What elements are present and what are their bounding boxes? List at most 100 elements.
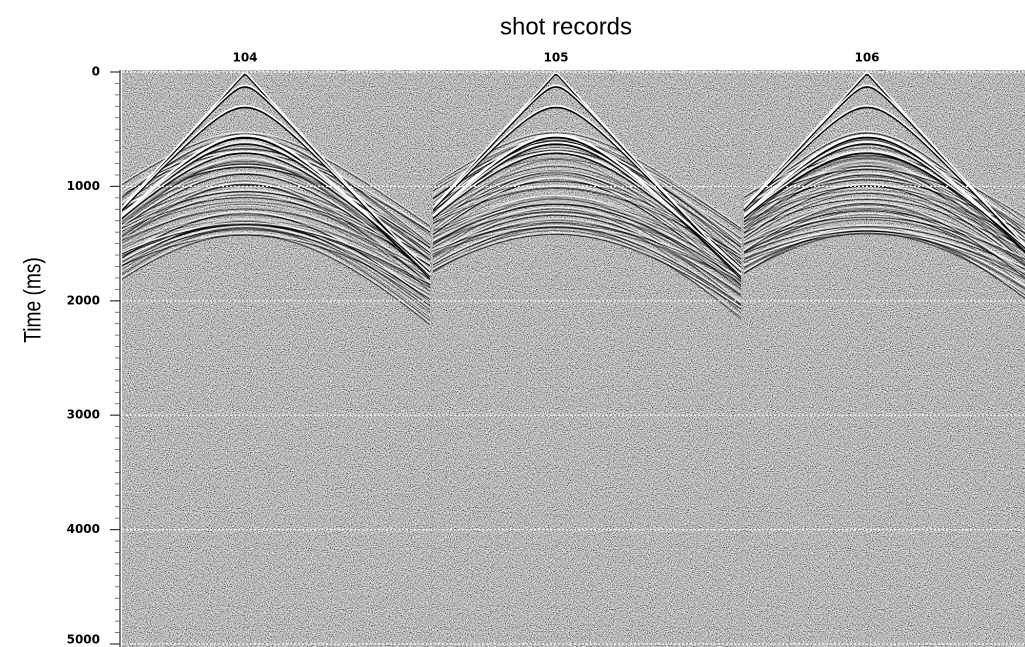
event-light <box>433 212 741 295</box>
event-light <box>122 150 430 272</box>
event-dark <box>433 233 741 310</box>
event-light <box>122 232 430 324</box>
event-dark <box>433 152 741 274</box>
event-light <box>744 228 1025 287</box>
event-light <box>122 104 430 275</box>
event-light <box>433 225 741 317</box>
event-dark <box>122 208 430 275</box>
event-dark <box>433 222 741 320</box>
event-light <box>744 201 1025 277</box>
event-dark <box>433 208 741 305</box>
y-tick-label: 4000 <box>67 522 100 536</box>
event-light <box>433 157 741 285</box>
event-light <box>122 150 430 232</box>
chart-title: shot records <box>500 13 632 40</box>
event-dark <box>122 234 430 325</box>
event-light <box>744 215 1025 259</box>
event-light <box>433 209 741 273</box>
event-light <box>744 166 1025 262</box>
event-light <box>744 228 1025 273</box>
event-light <box>744 205 1025 263</box>
event-light <box>122 171 430 275</box>
event-light <box>433 220 741 282</box>
event-light <box>744 191 1025 247</box>
event-light <box>122 233 430 297</box>
event-dark <box>433 203 741 282</box>
event-light <box>433 232 741 308</box>
event-dark <box>433 226 741 306</box>
event-light <box>433 150 741 272</box>
event-dark <box>744 228 1025 299</box>
event-light <box>122 178 430 284</box>
event-light <box>433 202 741 280</box>
event-dark <box>744 185 1025 251</box>
event-dark <box>744 230 1025 275</box>
event-light <box>744 150 1025 248</box>
event-light <box>744 231 1025 278</box>
y-tick-label: 3000 <box>67 408 100 422</box>
event-dark <box>744 209 1025 265</box>
event-light <box>433 196 741 289</box>
event-light <box>122 212 430 284</box>
event-dark <box>122 184 430 292</box>
y-axis-label: Time (ms) <box>18 257 46 343</box>
event-dark <box>744 106 1025 248</box>
event-dark <box>122 197 430 267</box>
event-dark <box>122 160 430 276</box>
event-dark <box>433 226 741 319</box>
y-tick-label: 2000 <box>67 293 100 307</box>
event-dark <box>744 210 1025 288</box>
event-dark <box>122 229 430 296</box>
event-dark <box>433 159 741 287</box>
event-dark <box>744 233 1025 280</box>
event-dark <box>433 106 741 277</box>
event-dark <box>744 230 1025 289</box>
event-light <box>744 183 1025 264</box>
event-light <box>122 222 430 284</box>
event-light <box>744 207 1025 264</box>
event-dark <box>744 203 1025 279</box>
event-light <box>433 224 741 304</box>
event-light <box>433 172 741 284</box>
event-light <box>122 199 430 264</box>
event-dark <box>744 132 1025 239</box>
x-tick-label: 104 <box>232 51 257 65</box>
event-light <box>433 104 741 275</box>
event-dark <box>122 163 430 254</box>
event-light <box>433 206 741 303</box>
event-light <box>122 206 430 273</box>
event-dark <box>744 192 1025 249</box>
x-tick-label: 106 <box>854 51 879 65</box>
event-dark <box>122 224 430 286</box>
event-dark <box>433 179 741 286</box>
y-tick-label: 0 <box>92 65 100 79</box>
y-tick-label: 5000 <box>67 633 100 647</box>
event-light <box>744 160 1025 259</box>
event-light <box>433 135 741 246</box>
event-dark <box>433 214 741 297</box>
event-dark <box>744 185 1025 266</box>
x-tick-label: 105 <box>543 51 568 65</box>
event-dark <box>744 166 1025 258</box>
y-tick-label: 1000 <box>67 179 100 193</box>
event-light <box>744 224 1025 268</box>
event-dark <box>122 227 430 307</box>
event-dark <box>122 214 430 285</box>
shot-gather <box>433 72 741 320</box>
event-light <box>122 195 430 265</box>
event-light <box>122 189 430 265</box>
event-light <box>744 197 1025 251</box>
event-light <box>433 218 741 293</box>
event-dark <box>744 174 1025 252</box>
event-light <box>433 221 741 319</box>
event-dark <box>122 180 430 285</box>
event-dark <box>433 220 741 295</box>
event-dark <box>744 216 1025 261</box>
event-dark <box>122 106 430 277</box>
event-dark <box>433 230 741 307</box>
event-dark <box>744 168 1025 264</box>
event-dark <box>744 226 1025 300</box>
event-dark <box>122 201 430 266</box>
event-dark <box>122 152 430 274</box>
